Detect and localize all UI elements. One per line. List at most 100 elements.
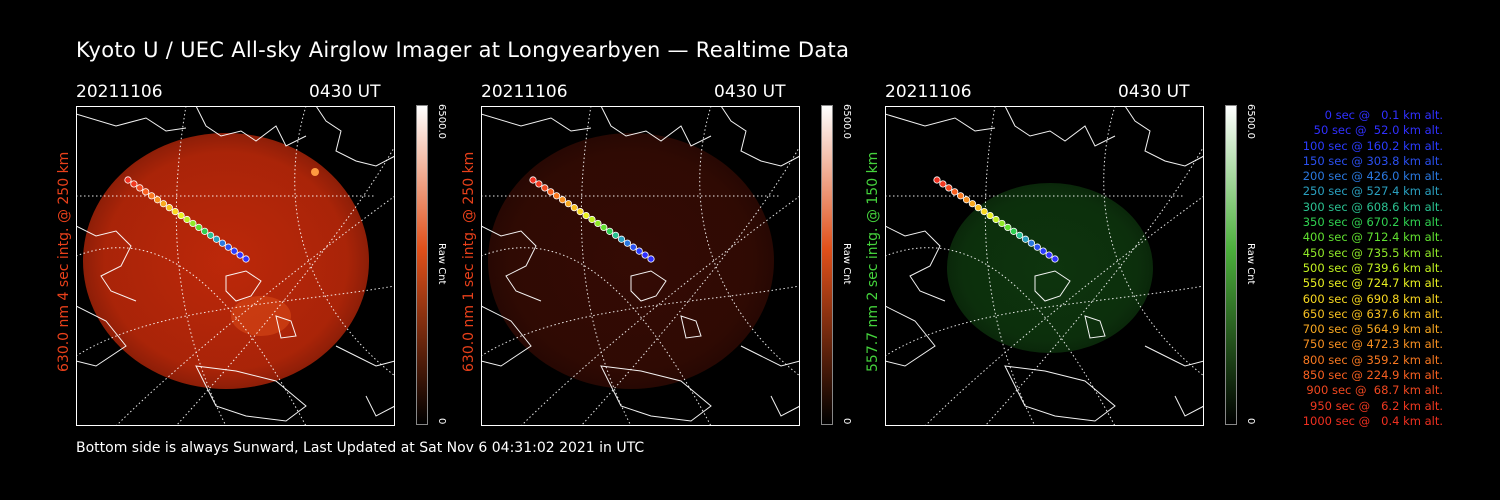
track-point [177, 211, 185, 220]
track-point [564, 200, 573, 208]
track-point [153, 196, 162, 204]
colorbar-unit-label: Raw Cnt [841, 243, 852, 285]
legend-item: 950 sec @ 6.2 km alt. [1310, 398, 1443, 413]
legend-item: 350 sec @ 670.2 km alt. [1302, 215, 1443, 230]
track-point [647, 255, 655, 263]
panel-time: 0430 UT [1118, 82, 1190, 102]
track-point [1021, 235, 1030, 243]
track-point [142, 188, 150, 196]
panel-date: 20211106 [885, 82, 972, 102]
track-point [1010, 227, 1018, 235]
panel-time: 0430 UT [714, 82, 786, 102]
track-point [148, 192, 156, 200]
legend-item: 500 sec @ 739.6 km alt. [1302, 260, 1443, 275]
track-point [212, 235, 221, 243]
legend-item: 900 sec @ 68.7 km alt. [1306, 383, 1443, 398]
track-point [553, 192, 561, 200]
track-point [945, 184, 953, 192]
track-point [641, 251, 649, 259]
track-point [207, 231, 215, 239]
colorbar-max-label: 6500.0 [436, 104, 447, 139]
colorbar-unit-label: Raw Cnt [436, 243, 447, 285]
track-point [130, 180, 138, 188]
track-point [582, 211, 590, 220]
track-point [230, 247, 238, 255]
track-point [998, 219, 1006, 228]
track-point [617, 235, 626, 243]
allsky-image [885, 106, 1204, 426]
track-point [124, 176, 132, 184]
colorbar-min-label: 0 [841, 418, 852, 425]
track-point [1045, 251, 1053, 259]
track-point [201, 227, 209, 235]
track-point [541, 184, 549, 192]
track-point [939, 180, 947, 188]
allsky-image [76, 106, 395, 426]
track-point [576, 208, 584, 216]
track-point [165, 204, 173, 212]
track-point [529, 176, 537, 184]
track-point [974, 204, 982, 212]
track-point [588, 215, 596, 224]
track-point [570, 204, 578, 212]
legend-item: 450 sec @ 735.5 km alt. [1302, 245, 1443, 260]
panel-date: 20211106 [481, 82, 568, 102]
legend-item: 800 sec @ 359.2 km alt. [1302, 352, 1443, 367]
track-point [635, 247, 643, 255]
track-point [535, 180, 543, 188]
colorbar [416, 105, 428, 425]
track-point [629, 243, 637, 251]
track-point [136, 184, 144, 192]
track-point [623, 239, 631, 247]
track-point [968, 200, 977, 208]
track-point [547, 188, 555, 196]
track-point [992, 215, 1000, 224]
track-point [242, 255, 250, 263]
panel-time: 0430 UT [309, 82, 381, 102]
track-point [1033, 243, 1041, 251]
track-point [1039, 247, 1047, 255]
legend-item: 50 sec @ 52.0 km alt. [1313, 123, 1443, 138]
legend-item: 100 sec @ 160.2 km alt. [1302, 138, 1443, 153]
track-point [594, 219, 602, 228]
track-point [236, 251, 244, 259]
legend-item: 150 sec @ 303.8 km alt. [1302, 153, 1443, 168]
airglow-field [947, 183, 1153, 353]
track-point [933, 176, 941, 184]
legend-item: 850 sec @ 224.9 km alt. [1302, 368, 1443, 383]
track-point [558, 196, 567, 204]
track-point [606, 227, 614, 235]
allsky-image [481, 106, 800, 426]
track-point [957, 192, 965, 200]
legend-item: 550 sec @ 724.7 km alt. [1302, 276, 1443, 291]
track-point [612, 231, 620, 239]
legend-item: 250 sec @ 527.4 km alt. [1302, 184, 1443, 199]
track-point [224, 243, 232, 251]
legend-item: 650 sec @ 637.6 km alt. [1302, 306, 1443, 321]
colorbar [821, 105, 833, 425]
track-point [951, 188, 959, 196]
airglow-field [488, 133, 774, 389]
airglow-field [83, 133, 369, 389]
legend-item: 600 sec @ 690.8 km alt. [1302, 291, 1443, 306]
panel-ylabel: 630.0 nm 1 sec intg. @ 250 km [461, 151, 477, 372]
track-point [980, 208, 988, 216]
panel-ylabel: 557.7 nm 2 sec intg. @ 150 km [865, 151, 881, 372]
track-point [1051, 255, 1059, 263]
track-point [1004, 223, 1012, 232]
track-point [159, 200, 168, 208]
colorbar-min-label: 0 [436, 418, 447, 425]
track-legend: 0 sec @ 0.1 km alt. 50 sec @ 52.0 km alt.… [1255, 108, 1443, 429]
legend-item: 750 sec @ 472.3 km alt. [1302, 337, 1443, 352]
legend-item: 200 sec @ 426.0 km alt. [1302, 169, 1443, 184]
legend-item: 700 sec @ 564.9 km alt. [1302, 322, 1443, 337]
legend-item: 300 sec @ 608.6 km alt. [1302, 199, 1443, 214]
panel-ylabel: 630.0 nm 4 sec intg. @ 250 km [56, 151, 72, 372]
panel-date: 20211106 [76, 82, 163, 102]
track-point [171, 208, 179, 216]
colorbar [1225, 105, 1237, 425]
track-point [189, 219, 197, 228]
track-point [600, 223, 608, 232]
track-point [218, 239, 226, 247]
footer-status: Bottom side is always Sunward, Last Upda… [76, 440, 645, 456]
